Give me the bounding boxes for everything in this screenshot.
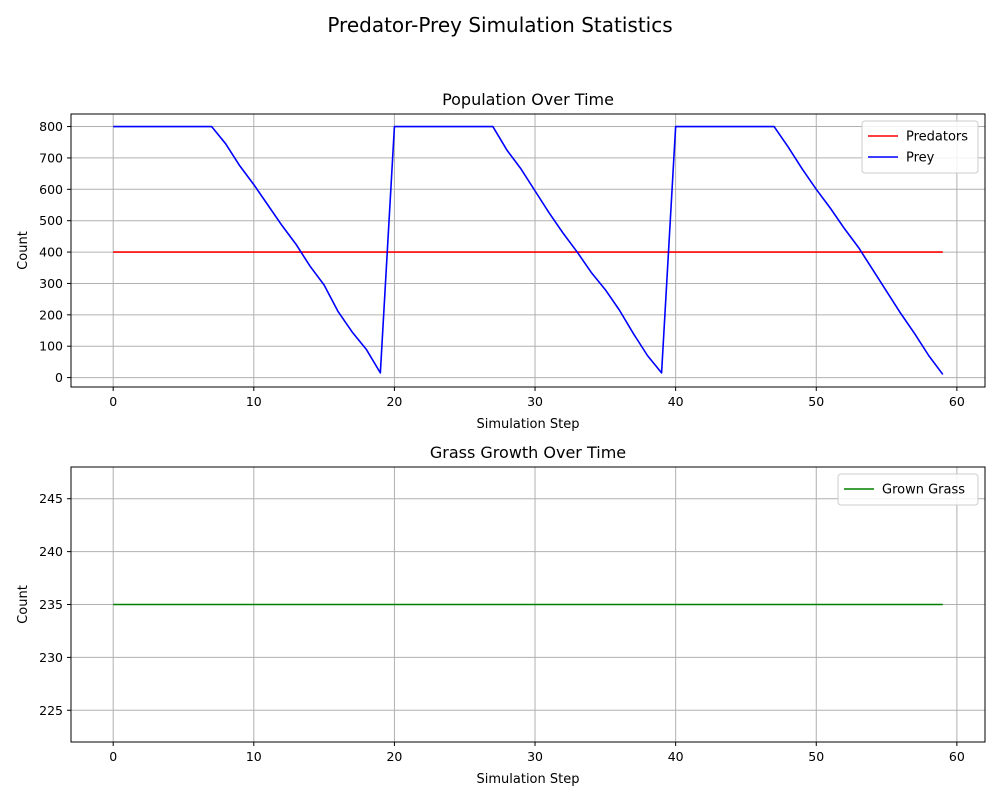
x-tick-label: 40 [668,394,684,409]
y-axis-label: Count [16,231,31,270]
y-tick-label: 400 [39,245,63,260]
y-tick-label: 240 [39,544,63,559]
x-tick-label: 40 [668,749,684,764]
y-axis-label: Count [16,585,31,624]
figure-title: Predator-Prey Simulation Statistics [327,13,672,37]
y-tick-label: 300 [39,276,63,291]
population-chart: 0 10 20 30 40 50 600100200300400500600700800Po… [16,90,986,432]
x-axis-label: Simulation Step [477,417,580,432]
chart-title: Population Over Time [442,90,614,109]
x-tick-label: 50 [808,749,824,764]
legend: Grown Grass [837,473,979,506]
y-tick-label: 600 [39,182,63,197]
legend: Predators Prey [861,120,979,174]
y-tick-label: 235 [39,597,63,612]
x-tick-label: 20 [386,749,402,764]
x-tick-label: 0 [109,749,117,764]
x-tick-label: 10 [246,749,262,764]
x-tick-label: 30 [527,394,543,409]
x-axis-label: Simulation Step [477,772,580,787]
legend-box [837,473,979,506]
x-tick-label: 30 [527,749,543,764]
y-tick-label: 200 [39,307,63,322]
plot-frame [70,113,986,388]
y-tick-label: 230 [39,650,63,665]
grass-chart: 0 10 20 30 40 50 60 225 230 235 240 245 Grass Growth… [16,443,986,787]
y-tick-label: 100 [39,339,63,354]
legend-label-grown-grass: Grown Grass [882,483,965,498]
series-line-prey [113,125,944,375]
x-tick-label: 60 [949,394,965,409]
x-tick-label: 50 [808,394,824,409]
y-tick-label: 800 [39,119,63,134]
x-tick-label: 60 [949,749,965,764]
legend-box [861,120,979,174]
x-tick-label: 20 [386,394,402,409]
y-tick-label: 0 [55,370,63,385]
y-tick-label: 500 [39,213,63,228]
legend-label-predators: Predators [906,130,968,145]
chart-title: Grass Growth Over Time [430,443,626,462]
y-tick-label: 225 [39,703,63,718]
y-tick-label: 245 [39,491,63,506]
legend-label-prey: Prey [906,151,935,166]
x-tick-label: 10 [246,394,262,409]
y-tick-label: 700 [39,150,63,165]
x-tick-label: 0 [109,394,117,409]
